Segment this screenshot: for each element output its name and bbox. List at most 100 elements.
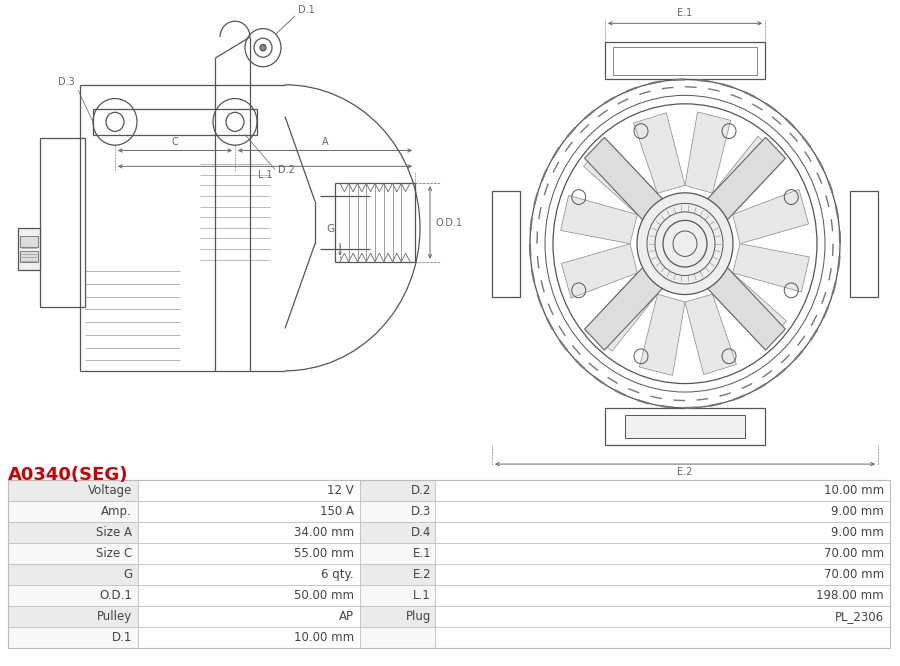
Polygon shape [562, 244, 637, 298]
Text: 6 qty.: 6 qty. [321, 568, 354, 581]
Polygon shape [634, 113, 685, 193]
Polygon shape [713, 136, 783, 214]
Bar [360, 522, 435, 543]
Bar [360, 543, 435, 564]
Text: 70.00 mm: 70.00 mm [824, 547, 884, 560]
Bar [138, 606, 360, 627]
Bar [8, 585, 138, 606]
Bar [138, 543, 360, 564]
Bar [360, 501, 435, 522]
Bar [625, 416, 745, 438]
Text: D.3: D.3 [410, 505, 431, 518]
Bar [8, 480, 138, 501]
Polygon shape [706, 137, 786, 220]
Text: 50.00 mm: 50.00 mm [294, 589, 354, 602]
Bar [8, 522, 138, 543]
Polygon shape [733, 244, 809, 292]
Text: D.3: D.3 [58, 77, 75, 87]
Text: 12 V: 12 V [328, 484, 354, 498]
Bar [360, 585, 435, 606]
Bar [138, 480, 360, 501]
Bar [138, 627, 360, 648]
Text: L.1: L.1 [257, 170, 273, 180]
Bar [360, 606, 435, 627]
Polygon shape [733, 189, 808, 244]
Bar [435, 522, 890, 543]
Polygon shape [713, 273, 787, 347]
Text: O.D.1: O.D.1 [99, 589, 132, 602]
Text: 55.00 mm: 55.00 mm [294, 547, 354, 560]
Bar [435, 627, 890, 648]
Text: E.2: E.2 [678, 467, 693, 477]
Text: D.2: D.2 [278, 165, 295, 174]
Text: A0340(SEG): A0340(SEG) [8, 466, 129, 484]
Bar [435, 585, 890, 606]
Text: PL_2306: PL_2306 [835, 610, 884, 623]
Text: D.1: D.1 [298, 5, 315, 15]
Text: L.1: L.1 [413, 589, 431, 602]
Text: 10.00 mm: 10.00 mm [824, 484, 884, 498]
Bar [613, 47, 757, 75]
Bar [138, 501, 360, 522]
Text: Pulley: Pulley [97, 610, 132, 623]
Bar [8, 543, 138, 564]
Text: 9.00 mm: 9.00 mm [832, 526, 884, 539]
Polygon shape [585, 267, 663, 350]
Bar [850, 190, 878, 296]
Text: G: G [326, 224, 334, 234]
Circle shape [260, 45, 266, 51]
Polygon shape [585, 137, 663, 220]
Bar [435, 501, 890, 522]
Text: O.D.1: O.D.1 [435, 218, 462, 228]
Bar [8, 480, 890, 648]
Circle shape [637, 193, 733, 294]
Bar [605, 408, 765, 445]
Text: Voltage: Voltage [87, 484, 132, 498]
Bar [8, 564, 138, 585]
Text: Size C: Size C [95, 547, 132, 560]
Text: 10.00 mm: 10.00 mm [294, 631, 354, 644]
Text: 70.00 mm: 70.00 mm [824, 568, 884, 581]
Text: D.2: D.2 [410, 484, 431, 498]
Bar [93, 109, 257, 135]
Bar [8, 627, 138, 648]
Bar [435, 480, 890, 501]
Text: 150 A: 150 A [320, 505, 354, 518]
Bar [360, 627, 435, 648]
Bar [360, 564, 435, 585]
Polygon shape [583, 140, 658, 214]
Text: A: A [321, 137, 328, 147]
Bar [8, 501, 138, 522]
Bar [8, 606, 138, 627]
Bar [40, 138, 85, 307]
Text: D.1: D.1 [112, 631, 132, 644]
Text: 198.00 mm: 198.00 mm [816, 589, 884, 602]
Polygon shape [639, 294, 685, 376]
Polygon shape [706, 267, 786, 350]
Bar [435, 606, 890, 627]
Text: Amp.: Amp. [101, 505, 132, 518]
Polygon shape [685, 112, 731, 193]
Text: 34.00 mm: 34.00 mm [294, 526, 354, 539]
Bar [435, 543, 890, 564]
Text: E.1: E.1 [678, 8, 693, 18]
Text: G: G [123, 568, 132, 581]
Bar [138, 585, 360, 606]
Bar [605, 43, 765, 79]
Bar [18, 228, 40, 270]
Text: C: C [172, 137, 178, 147]
Polygon shape [588, 273, 658, 351]
Bar [138, 522, 360, 543]
Bar [360, 480, 435, 501]
Text: E.1: E.1 [412, 547, 431, 560]
Text: Size A: Size A [96, 526, 132, 539]
Bar [20, 236, 38, 247]
Bar [492, 190, 520, 296]
Bar [435, 564, 890, 585]
Text: Plug: Plug [406, 610, 431, 623]
Bar [20, 251, 38, 262]
Polygon shape [561, 195, 637, 244]
Text: 9.00 mm: 9.00 mm [832, 505, 884, 518]
Text: AP: AP [339, 610, 354, 623]
Text: D.4: D.4 [410, 526, 431, 539]
